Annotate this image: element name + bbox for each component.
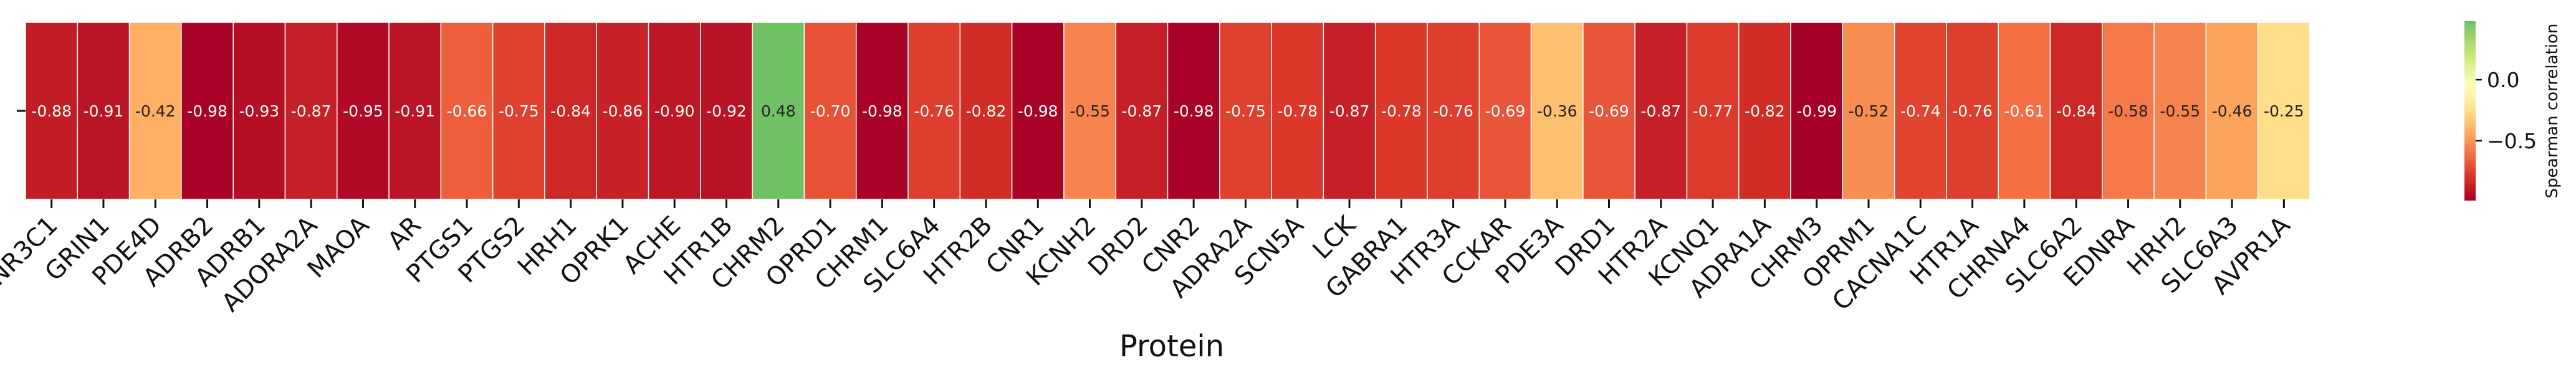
cell-value-label: -0.58	[2108, 102, 2148, 120]
heatmap-cell-slc6a2	[2049, 22, 2103, 200]
colorbar-label: Spearman correlation	[2543, 24, 2562, 199]
heatmap-cell-pde4d	[128, 22, 182, 200]
cell-value-label: -0.66	[447, 102, 487, 120]
heatmap-cell-scn5a	[1271, 22, 1324, 200]
cell-value-label: -0.69	[1485, 102, 1526, 120]
heatmap-cell-cnr2	[1167, 22, 1220, 200]
cell-value-label: -0.86	[603, 102, 643, 120]
cell-value-label: -0.78	[1381, 102, 1422, 120]
cell-value-label: -0.75	[499, 102, 539, 120]
cell-value-label: -0.84	[2056, 102, 2097, 120]
heatmap-cell-drd2	[1115, 22, 1169, 200]
cell-value-label: -0.95	[343, 102, 383, 120]
heatmap-cell-hrh2	[2153, 22, 2207, 200]
cell-value-label: -0.25	[2264, 102, 2304, 120]
cell-value-label: -0.52	[1849, 102, 1889, 120]
heatmap-cell-htr1a	[1946, 22, 1999, 200]
cell-value-label: -0.82	[1745, 102, 1785, 120]
cell-value-label: -0.55	[1070, 102, 1110, 120]
cell-value-label: -0.77	[1693, 102, 1733, 120]
x-tick-label-drd2: DRD2	[1083, 211, 1154, 282]
heatmap-cell-slc6a3	[2205, 22, 2259, 200]
x-axis-label: Protein	[1119, 329, 1224, 364]
heatmap-cell-nr3c1	[25, 22, 79, 200]
cell-value-label: -0.98	[187, 102, 227, 120]
cell-value-label: -0.91	[84, 102, 124, 120]
cell-value-label: -0.74	[1900, 102, 1941, 120]
heatmap-cell-ptgs2	[492, 22, 545, 200]
colorbar-gradient	[2464, 21, 2476, 201]
cell-value-label: -0.76	[1952, 102, 1993, 120]
colorbar-tick-label: 0.0	[2487, 68, 2519, 92]
cell-value-label: -0.98	[1174, 102, 1214, 120]
heatmap-cell-adrb2	[181, 22, 234, 200]
cell-value-label: -0.98	[1018, 102, 1058, 120]
heatmap-cells	[25, 22, 2310, 200]
cell-value-label: -0.99	[1796, 102, 1837, 120]
cell-value-label: -0.91	[395, 102, 435, 120]
heatmap-cell-oprd1	[803, 22, 857, 200]
cell-value-label: -0.69	[1589, 102, 1629, 120]
cell-value-label: -0.87	[1640, 102, 1681, 120]
cell-value-label: -0.90	[654, 102, 695, 120]
heatmap-cell-kcnh2	[1063, 22, 1116, 200]
cell-value-label: -0.87	[1122, 102, 1162, 120]
heatmap-cell-chrna4	[1998, 22, 2051, 200]
colorbar: 0.0 −0.5 Spearman correlation	[2464, 21, 2562, 201]
heatmap-cell-drd1	[1582, 22, 1635, 200]
cell-value-label: -0.55	[2160, 102, 2200, 120]
heatmap-cell-oprm1	[1842, 22, 1895, 200]
heatmap-cell-adora2a	[284, 22, 338, 200]
cell-value-label: 0.48	[761, 102, 796, 120]
cell-value-label: -0.84	[550, 102, 591, 120]
cell-value-label: -0.70	[810, 102, 851, 120]
cell-value-label: -0.76	[914, 102, 954, 120]
cell-value-labels: -0.88 -0.91 -0.42 -0.98 -0.93 -0.87 -0.95 -0.91…	[31, 102, 2304, 120]
cell-value-label: -0.87	[291, 102, 332, 120]
cell-value-label: -0.92	[706, 102, 747, 120]
heatmap-cell-htr3a	[1427, 22, 1480, 200]
cell-value-label: -0.75	[1225, 102, 1266, 120]
heatmap-cell-chrm1	[855, 22, 909, 200]
heatmap-cell-ar	[388, 22, 442, 200]
cell-value-label: -0.42	[135, 102, 176, 120]
cell-value-label: -0.88	[31, 102, 72, 120]
colorbar-tick-label: −0.5	[2487, 129, 2537, 153]
heatmap-cell-cnr1	[1011, 22, 1065, 200]
cell-value-label: -0.61	[2004, 102, 2045, 120]
heatmap-cell-adrb1	[232, 22, 286, 200]
heatmap-cell-gabra1	[1374, 22, 1428, 200]
cell-value-label: -0.98	[862, 102, 903, 120]
heatmap-cell-grin1	[77, 22, 130, 200]
cell-value-label: -0.76	[1433, 102, 1473, 120]
x-axis-ticks	[50, 199, 2285, 208]
cell-value-label: -0.87	[1329, 102, 1370, 120]
heatmap-cell-oprk1	[596, 22, 649, 200]
heatmap-cell-slc6a4	[907, 22, 961, 200]
cell-value-label: -0.82	[966, 102, 1007, 120]
heatmap-cell-cacna1c	[1894, 22, 1947, 200]
heatmap-cell-chrm2	[752, 22, 805, 200]
cell-value-label: -0.46	[2212, 102, 2253, 120]
cell-value-label: -0.78	[1277, 102, 1318, 120]
cell-value-label: -0.36	[1537, 102, 1578, 120]
heatmap-cell-cckar	[1478, 22, 1532, 200]
heatmap-cell-chrm3	[1790, 22, 1844, 200]
cell-value-label: -0.93	[239, 102, 279, 120]
heatmap-cell-ache	[648, 22, 701, 200]
colorbar-ticks: 0.0 −0.5	[2476, 68, 2537, 153]
heatmap-cell-avpr1a	[2257, 22, 2310, 200]
heatmap-cell-htr2b	[959, 22, 1013, 200]
heatmap-cell-htr1b	[700, 22, 753, 200]
